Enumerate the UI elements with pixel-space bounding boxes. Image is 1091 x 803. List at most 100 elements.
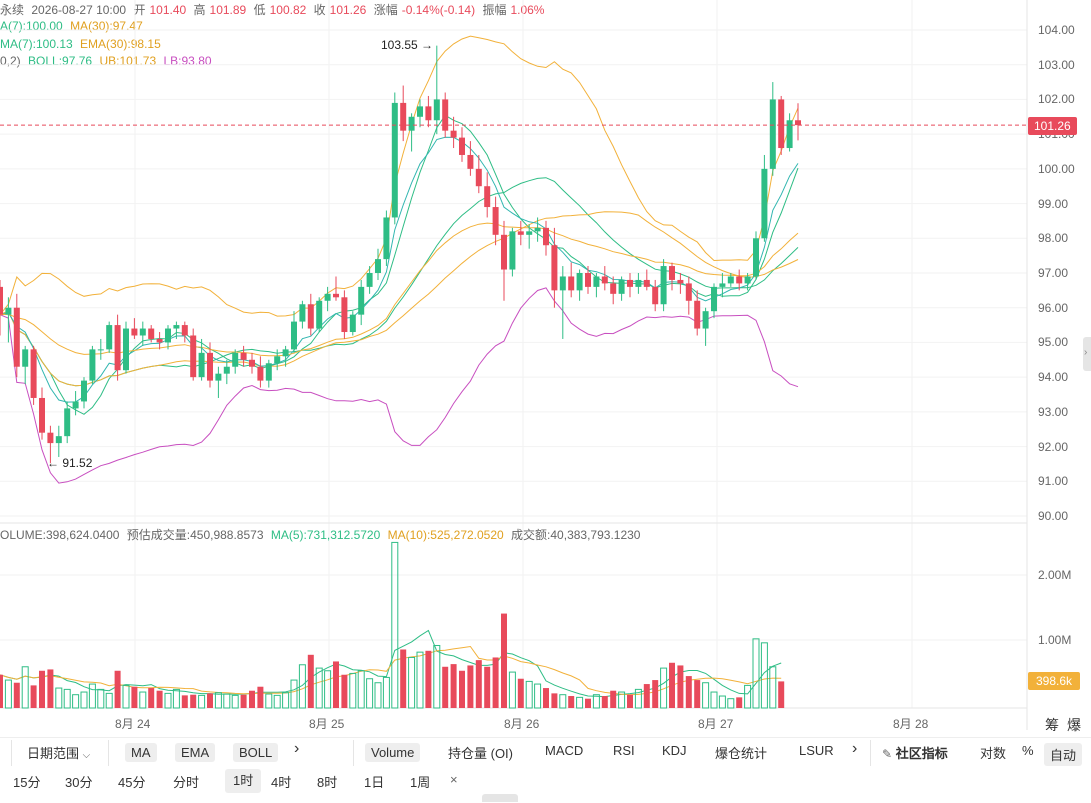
candle-body bbox=[677, 279, 684, 284]
indicator-volume-button[interactable]: Volume bbox=[365, 743, 421, 762]
close-label: 收 bbox=[313, 3, 326, 17]
indicator-rsi-button[interactable]: RSI bbox=[613, 743, 635, 758]
indicator-liquidation-button[interactable]: 爆仓统计 bbox=[715, 746, 768, 761]
volume-bar bbox=[467, 665, 474, 708]
volume-bar bbox=[4, 679, 12, 709]
indicator-kdj-button[interactable]: KDJ bbox=[662, 743, 687, 758]
volume-bar bbox=[752, 638, 760, 709]
timeframe-1-button[interactable]: 30分 bbox=[65, 775, 93, 790]
candle-body bbox=[55, 436, 62, 444]
volume-bar bbox=[408, 656, 416, 709]
candle-body bbox=[81, 380, 87, 402]
volume-bar bbox=[702, 682, 710, 709]
bottom-panel-handle[interactable] bbox=[482, 794, 518, 802]
ema-info-line: MA(7):100.13 EMA(30):98.15 bbox=[0, 37, 165, 51]
volume-bar bbox=[190, 694, 197, 708]
candle-body bbox=[492, 207, 499, 235]
date-range-dropdown[interactable]: 日期范围 ⌵ bbox=[27, 743, 90, 762]
volume-bar bbox=[156, 690, 163, 708]
edit-icon: ✎ bbox=[882, 747, 893, 761]
overlay-ma-button[interactable]: MA bbox=[125, 743, 157, 762]
volume-bar bbox=[525, 680, 533, 709]
indicator-oi-button[interactable]: 持仓量 (OI) bbox=[448, 746, 513, 761]
price-axis-tick: 93.00 bbox=[1038, 404, 1069, 419]
price-axis-tick: 103.00 bbox=[1038, 57, 1075, 72]
price-chart[interactable] bbox=[0, 0, 1091, 730]
x-label-aug26: 8月 26 bbox=[504, 717, 540, 731]
volume-bar bbox=[282, 692, 290, 709]
volume-bar bbox=[551, 693, 558, 708]
indicator-macd-button[interactable]: MACD bbox=[545, 743, 584, 758]
candle-body bbox=[39, 397, 45, 433]
candle-body bbox=[106, 325, 113, 350]
price-axis-tick: 95.00 bbox=[1038, 335, 1069, 350]
overlay-boll-button[interactable]: BOLL bbox=[233, 743, 279, 762]
volume-bar bbox=[80, 691, 88, 709]
candle-body bbox=[307, 304, 314, 329]
timeframe-5-button[interactable]: 4时 bbox=[271, 775, 292, 790]
candle-body bbox=[685, 283, 692, 301]
candle-body bbox=[526, 231, 533, 235]
volume-bar bbox=[324, 670, 332, 709]
volume-bar bbox=[634, 688, 642, 709]
candle-body bbox=[593, 276, 600, 287]
volume-bar bbox=[240, 694, 247, 708]
candle-body bbox=[64, 408, 71, 437]
volume-ma5-line bbox=[0, 629, 782, 698]
volume-bar bbox=[122, 684, 130, 709]
candle-body bbox=[627, 279, 633, 287]
candle-body bbox=[0, 286, 3, 315]
timeframe-3-button[interactable]: 分时 bbox=[173, 775, 200, 790]
volume-bar bbox=[710, 691, 718, 709]
volume-bar bbox=[660, 667, 668, 709]
current-price-tag: 101.26 bbox=[1028, 117, 1077, 135]
timeframe-0-button[interactable]: 15分 bbox=[13, 775, 41, 790]
volume-ma10-line bbox=[0, 645, 782, 696]
volume-bar bbox=[618, 691, 626, 709]
timeframe-4-button[interactable]: 1时 bbox=[225, 769, 262, 793]
indicator-more-chevron-icon[interactable]: › bbox=[852, 740, 858, 757]
volume-bar bbox=[677, 665, 684, 708]
candle-body bbox=[467, 154, 474, 169]
candle-body bbox=[375, 259, 381, 273]
volume-axis-tick: 2.00M bbox=[1038, 568, 1072, 582]
ema30-line bbox=[0, 222, 799, 357]
candle-body bbox=[30, 349, 37, 398]
overlay-more-chevron-icon[interactable]: › bbox=[294, 740, 300, 757]
ema30-value: EMA(30):98.15 bbox=[80, 37, 161, 51]
percent-scale-button[interactable]: % bbox=[1022, 743, 1034, 758]
boll-lower-line bbox=[0, 287, 799, 484]
volume-bar bbox=[30, 685, 37, 708]
candle-body bbox=[543, 227, 549, 246]
candle-body bbox=[425, 106, 432, 121]
timeframe-8-button[interactable]: 1周 bbox=[410, 775, 431, 790]
volume-bar bbox=[534, 683, 542, 709]
volume-bar bbox=[760, 642, 768, 709]
liquidation-button[interactable]: 爆 bbox=[1067, 717, 1081, 733]
x-label-aug25: 8月 25 bbox=[309, 717, 345, 731]
price-axis-tick: 96.00 bbox=[1038, 300, 1069, 315]
auto-scale-button[interactable]: 自动 bbox=[1044, 743, 1083, 766]
chip-distribution-button[interactable]: 筹 bbox=[1045, 717, 1059, 733]
timeframe-7-button[interactable]: 1日 bbox=[364, 775, 385, 790]
volume-bar bbox=[172, 688, 180, 709]
candle-body bbox=[417, 106, 423, 117]
right-panel-handle[interactable]: › bbox=[1083, 337, 1091, 371]
volume-bar bbox=[391, 541, 399, 709]
price-axis-tick: 94.00 bbox=[1038, 370, 1069, 385]
volume-bar bbox=[88, 683, 96, 709]
log-scale-button[interactable]: 对数 bbox=[980, 746, 1007, 761]
overlay-ema-button[interactable]: EMA bbox=[175, 743, 216, 762]
ema7-value: MA(7):100.13 bbox=[0, 37, 73, 51]
close-icon[interactable]: × bbox=[450, 772, 458, 787]
candle-body bbox=[669, 266, 675, 280]
candle-body bbox=[408, 116, 415, 131]
timeframe-6-button[interactable]: 8时 bbox=[317, 775, 338, 790]
volume-bar bbox=[592, 694, 600, 709]
volume-bar bbox=[475, 660, 482, 708]
candle-body bbox=[694, 300, 701, 329]
ohlc-info-line: 永续 2026-08-27 10:00 开 101.40 高 101.89 低 100… bbox=[0, 1, 548, 18]
timeframe-2-button[interactable]: 45分 bbox=[118, 775, 146, 790]
community-indicators-button[interactable]: ✎ 社区指标 bbox=[882, 743, 948, 762]
indicator-lsur-button[interactable]: LSUR bbox=[799, 743, 834, 758]
